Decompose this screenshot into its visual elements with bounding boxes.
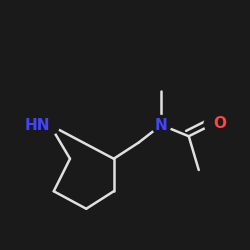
Text: O: O [214, 116, 227, 131]
Circle shape [204, 114, 223, 133]
Text: N: N [155, 118, 168, 132]
Circle shape [152, 116, 171, 134]
Text: HN: HN [24, 118, 50, 132]
Circle shape [40, 116, 60, 134]
